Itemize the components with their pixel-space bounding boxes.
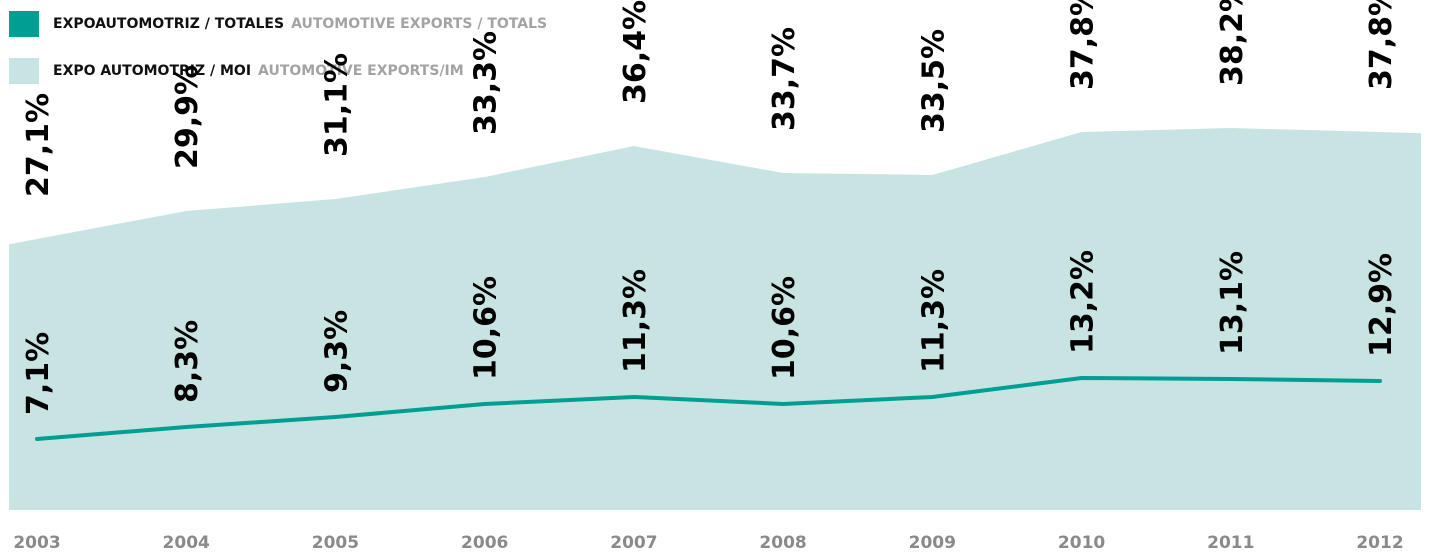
totales-data-label: 9,3% [319,310,354,393]
x-tick-label: 2005 [312,533,359,553]
totales-line [35,376,1382,441]
data-label-layer: 27,1% 7,1% 29,9% 8,3% 31,1% 9,3% 33,3% 10,6% 36,… [21,0,1399,415]
legend-item-totales: EXPOAUTOMOTRIZ / TOTALES AUTOMOTIVE EXPO… [9,11,547,37]
x-tick-label: 2012 [1356,533,1403,553]
totales-data-label: 10,6% [469,276,504,380]
legend-label-moi-en: AUTOMOTIVE EXPORTS/IM [258,63,464,79]
x-tick-label: 2007 [610,533,657,553]
x-tick-label: 2010 [1058,533,1105,553]
moi-data-label: 38,2% [1215,0,1250,86]
moi-data-label: 31,1% [319,53,354,157]
moi-data-label: 33,3% [469,31,504,135]
x-tick-label: 2004 [163,533,210,553]
moi-data-label: 33,5% [916,29,951,133]
totales-data-label: 7,1% [21,332,56,415]
totales-data-label: 11,3% [916,269,951,373]
totales-data-label: 8,3% [170,320,205,403]
moi-data-label: 29,9% [170,65,205,169]
totales-data-label: 10,6% [767,276,802,380]
legend-label-moi-es: EXPO AUTOMOTRIZ / MOI [53,63,252,79]
moi-data-label: 37,8% [1066,0,1101,90]
x-tick-label: 2003 [13,533,60,553]
moi-data-label: 27,1% [21,93,56,197]
moi-area-layer [9,128,1421,510]
x-tick-label: 2008 [759,533,806,553]
legend-swatch-totales [9,11,39,37]
moi-data-label: 37,8% [1364,0,1399,90]
moi-data-label: 36,4% [618,0,653,104]
moi-data-label: 33,7% [767,27,802,131]
legend-label-totales-es: EXPOAUTOMOTRIZ / TOTALES [53,16,285,32]
totales-line-layer [35,376,1382,441]
x-tick-label: 2009 [909,533,956,553]
totales-data-label: 13,2% [1066,250,1101,354]
legend-swatch-moi [9,58,39,84]
totales-data-label: 12,9% [1364,253,1399,357]
legend-item-moi: EXPO AUTOMOTRIZ / MOI AUTOMOTIVE EXPORTS… [9,58,464,84]
totales-data-label: 13,1% [1215,251,1250,355]
legend-label-totales-en: AUTOMOTIVE EXPORTS / TOTALS [291,16,548,32]
x-axis: 2003 2004 2005 2006 2007 2008 2009 2010 2011 2012 [13,533,1403,553]
x-tick-label: 2011 [1207,533,1254,553]
x-tick-label: 2006 [461,533,508,553]
totales-data-label: 11,3% [618,269,653,373]
moi-area [9,128,1421,510]
